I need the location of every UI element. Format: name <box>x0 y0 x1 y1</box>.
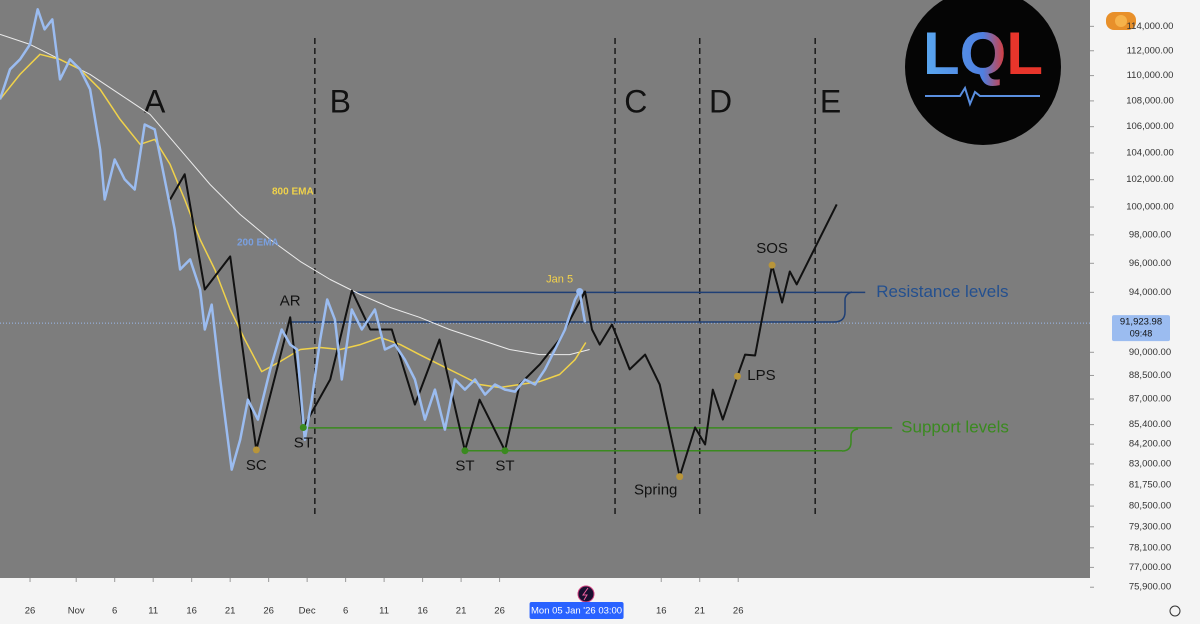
plot-area <box>0 0 1090 578</box>
annotation-dot <box>676 473 684 481</box>
annotation-label: AR <box>280 292 301 309</box>
x-tick-label: 26 <box>263 606 274 617</box>
x-tick-label: Nov <box>68 606 85 617</box>
x-tick-label: 11 <box>148 606 158 617</box>
bracket <box>841 428 859 452</box>
x-tick-label: 6 <box>343 606 348 617</box>
logo-text: LQL <box>923 20 1043 87</box>
last-price-box <box>1112 315 1170 342</box>
annotation-label: ST <box>294 435 313 452</box>
phase-label: E <box>820 83 841 119</box>
series-label: 200 EMA <box>237 238 279 249</box>
annotation-dot <box>733 372 741 380</box>
annotation-label: LPS <box>747 367 775 384</box>
y-tick-label: 77,000.00 <box>1129 562 1171 573</box>
logo-heartbeat <box>925 85 1040 107</box>
y-tick-label: 83,000.00 <box>1129 458 1171 469</box>
x-tick-label: 16 <box>417 606 428 617</box>
annotation-label: Jan 5 <box>546 273 573 285</box>
x-tick-label: 21 <box>225 606 236 617</box>
y-tick-label: 85,400.00 <box>1129 419 1171 430</box>
crosshair-label: Mon 05 Jan '26 03:00 <box>531 606 622 617</box>
annotation-dot <box>576 287 584 295</box>
annotation-label: ST <box>455 458 474 475</box>
annotation-dot <box>299 424 307 432</box>
plot-layer: A B C D E Resistance levels Support levels SC ST… <box>0 8 1090 515</box>
countdown-label: 09:48 <box>1130 328 1153 338</box>
lightning-icon <box>577 585 595 603</box>
bracket <box>833 291 853 323</box>
annotation-label: Spring <box>634 482 677 499</box>
x-tick-label: 21 <box>456 606 467 617</box>
x-tick-label: 26 <box>25 606 36 617</box>
annotation-dot <box>501 447 509 455</box>
support-label: Support levels <box>901 417 1009 436</box>
phase-label: C <box>624 83 647 119</box>
y-tick-label: 114,000.00 <box>1127 21 1174 32</box>
y-tick-label: 100,000.00 <box>1126 202 1174 213</box>
annotation-label: SC <box>246 457 267 474</box>
y-tick-label: 94,000.00 <box>1129 287 1171 298</box>
last-price-label: 91,923.98 <box>1120 317 1162 328</box>
y-tick-label: 84,200.00 <box>1129 439 1171 450</box>
x-tick-label: 21 <box>694 606 705 617</box>
x-tick-label: 6 <box>112 606 117 617</box>
y-tick-label: 110,000.00 <box>1127 70 1174 81</box>
annotation-dot <box>768 261 776 269</box>
x-tick-label: 16 <box>656 606 667 617</box>
y-tick-label: 87,000.00 <box>1129 394 1171 405</box>
y-tick-label: 75,900.00 <box>1129 582 1171 593</box>
y-tick-label: 108,000.00 <box>1126 95 1174 106</box>
logo-badge <box>905 0 1061 145</box>
x-tick-label: 11 <box>379 606 389 617</box>
y-tick-label: 88,500.00 <box>1129 370 1171 381</box>
phase-label: A <box>144 83 166 119</box>
annotation-dot <box>461 447 469 455</box>
y-tick-label: 104,000.00 <box>1126 147 1174 158</box>
y-tick-label: 78,100.00 <box>1129 542 1171 553</box>
series-label: 800 EMA <box>272 187 314 198</box>
series-line <box>0 33 590 356</box>
y-tick-label: 79,300.00 <box>1129 521 1171 532</box>
series-line <box>169 173 838 478</box>
x-tick-label: 26 <box>733 606 744 617</box>
phase-label: B <box>330 83 351 119</box>
series-line <box>0 8 587 471</box>
y-tick-label: 98,000.00 <box>1129 229 1171 240</box>
y-tick-label: 102,000.00 <box>1126 174 1174 185</box>
phase-label: D <box>709 83 732 119</box>
x-tick-label: Dec <box>299 606 316 617</box>
resistance-label: Resistance levels <box>876 282 1008 301</box>
y-tick-label: 80,500.00 <box>1129 501 1171 512</box>
annotation-label: ST <box>495 458 514 475</box>
settings-icon[interactable] <box>1169 605 1181 617</box>
y-tick-label: 96,000.00 <box>1129 258 1171 269</box>
x-tick-label: 26 <box>494 606 505 617</box>
x-tick-label: 16 <box>186 606 197 617</box>
y-tick-label: 81,750.00 <box>1129 479 1171 490</box>
y-tick-label: 106,000.00 <box>1126 121 1174 132</box>
annotation-label: SOS <box>756 240 788 257</box>
y-tick-label: 90,000.00 <box>1129 347 1171 358</box>
bitcoin-icon <box>1106 12 1136 30</box>
y-tick-label: 112,000.00 <box>1127 45 1174 56</box>
crosshair-box <box>529 602 624 619</box>
annotation-dot <box>252 446 260 454</box>
